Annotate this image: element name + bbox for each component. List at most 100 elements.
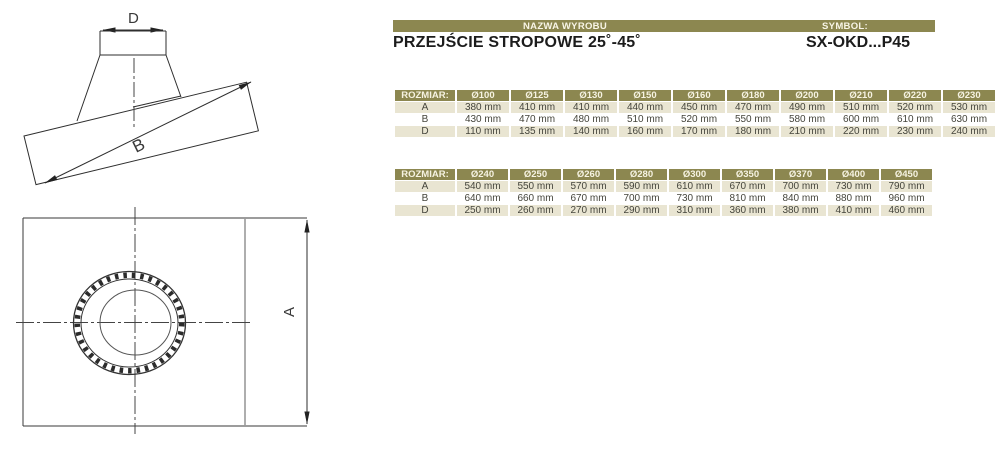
outer-ring-inner-outline (80, 278, 179, 368)
table-column-header: Ø350 (722, 169, 773, 180)
collar-neck (99, 30, 167, 56)
table-column-header: Ø260 (563, 169, 614, 180)
table-column-header: Ø370 (775, 169, 826, 180)
header-name-label: NAZWA WYROBU (523, 21, 607, 32)
dimension-value-cell: 510 mm (835, 102, 887, 113)
dimension-value-cell: 510 mm (619, 114, 671, 125)
dimension-value-cell: 610 mm (889, 114, 941, 125)
pipe-hole-circle (99, 289, 172, 356)
row-label-cell: A (395, 181, 455, 192)
table-column-header: Ø200 (781, 90, 833, 101)
dimension-value-cell: 270 mm (563, 205, 614, 216)
dimension-value-cell: 700 mm (775, 181, 826, 192)
technical-drawing: D B A (16, 10, 310, 434)
table-row: D 250 mm 260 mm 270 mm 290 mm 310 mm 360 mm 380… (395, 205, 932, 216)
dimension-value-cell: 520 mm (673, 114, 725, 125)
dimension-value-cell: 530 mm (943, 102, 995, 113)
dimension-value-cell: 540 mm (457, 181, 508, 192)
header-symbol-label: SYMBOL: (822, 21, 868, 32)
dimension-value-cell: 630 mm (943, 114, 995, 125)
ring-hatching (74, 272, 185, 374)
dimension-value-cell: 230 mm (889, 126, 941, 137)
dimension-value-cell: 210 mm (781, 126, 833, 137)
dimension-value-cell: 440 mm (619, 102, 671, 113)
dimension-value-cell: 380 mm (775, 205, 826, 216)
dimension-value-cell: 670 mm (563, 193, 614, 204)
dimension-value-cell: 135 mm (511, 126, 563, 137)
table-column-header: Ø450 (881, 169, 932, 180)
dimension-value-cell: 550 mm (510, 181, 561, 192)
dim-label-D: D (128, 10, 139, 27)
dimension-value-cell: 700 mm (616, 193, 667, 204)
top-view-drawing (16, 207, 310, 434)
dimension-value-cell: 180 mm (727, 126, 779, 137)
table-column-header: Ø250 (510, 169, 561, 180)
row-label-cell: B (395, 114, 455, 125)
table-row-header-label: ROZMIAR: (395, 169, 455, 180)
dimension-value-cell: 410 mm (511, 102, 563, 113)
dimension-value-cell: 470 mm (511, 114, 563, 125)
dimension-value-cell: 570 mm (563, 181, 614, 192)
table-row: B 430 mm 470 mm 480 mm 510 mm 520 mm 550 mm 580… (395, 114, 995, 125)
dimension-value-cell: 880 mm (828, 193, 879, 204)
dimension-value-cell: 960 mm (881, 193, 932, 204)
dimension-value-cell: 140 mm (565, 126, 617, 137)
product-name: PRZEJŚCIE STROPOWE 25˚-45˚ (393, 34, 641, 51)
table-column-header: Ø100 (457, 90, 509, 101)
dimension-value-cell: 110 mm (457, 126, 509, 137)
dimension-value-cell: 170 mm (673, 126, 725, 137)
dimension-value-cell: 670 mm (722, 181, 773, 192)
dimension-table-2: ROZMIAR: Ø240 Ø250 Ø260 Ø280 Ø300 Ø350 Ø370 Ø400… (393, 168, 934, 217)
table-column-header: Ø210 (835, 90, 887, 101)
table-column-header: Ø130 (565, 90, 617, 101)
row-label-cell: D (395, 126, 455, 137)
table-column-header: Ø150 (619, 90, 671, 101)
dimension-value-cell: 610 mm (669, 181, 720, 192)
table-column-header: Ø125 (511, 90, 563, 101)
table-column-header: Ø400 (828, 169, 879, 180)
dimension-value-cell: 590 mm (616, 181, 667, 192)
table-row: A 540 mm 550 mm 570 mm 590 mm 610 mm 670 mm 700… (395, 181, 932, 192)
dimension-value-cell: 160 mm (619, 126, 671, 137)
dimension-value-cell: 810 mm (722, 193, 773, 204)
dimension-line-B (44, 81, 252, 184)
dimension-value-cell: 490 mm (781, 102, 833, 113)
side-view-drawing (23, 27, 260, 186)
table-column-header: Ø300 (669, 169, 720, 180)
table-row: D 110 mm 135 mm 140 mm 160 mm 170 mm 180 mm 210… (395, 126, 995, 137)
outer-ring-outline (72, 270, 187, 376)
table-column-header: Ø280 (616, 169, 667, 180)
product-symbol: SX-OKD...P45 (806, 34, 911, 51)
dimension-value-cell: 260 mm (510, 205, 561, 216)
dimension-value-cell: 250 mm (457, 205, 508, 216)
table-row-header-label: ROZMIAR: (395, 90, 455, 101)
table-column-header: Ø180 (727, 90, 779, 101)
row-label-cell: B (395, 193, 455, 204)
dimension-value-cell: 730 mm (669, 193, 720, 204)
dimension-value-cell: 410 mm (828, 205, 879, 216)
row-label-cell: D (395, 205, 455, 216)
dimension-value-cell: 840 mm (775, 193, 826, 204)
table-row: B 640 mm 660 mm 670 mm 700 mm 730 mm 810 mm 840… (395, 193, 932, 204)
dimension-value-cell: 410 mm (565, 102, 617, 113)
angled-plate (23, 81, 260, 186)
dimension-value-cell: 470 mm (727, 102, 779, 113)
header-bar: NAZWA WYROBU SYMBOL: (393, 20, 935, 32)
table-row: A 380 mm 410 mm 410 mm 440 mm 450 mm 470 mm 490… (395, 102, 995, 113)
table-column-header: Ø160 (673, 90, 725, 101)
dimension-value-cell: 360 mm (722, 205, 773, 216)
row-label-cell: A (395, 102, 455, 113)
dimension-value-cell: 380 mm (457, 102, 509, 113)
dimension-value-cell: 660 mm (510, 193, 561, 204)
table-column-header: Ø230 (943, 90, 995, 101)
dimension-value-cell: 460 mm (881, 205, 932, 216)
dimension-table-1: ROZMIAR: Ø100 Ø125 Ø130 Ø150 Ø160 Ø180 Ø200 Ø210… (393, 89, 997, 138)
dimension-value-cell: 290 mm (616, 205, 667, 216)
dimension-value-cell: 730 mm (828, 181, 879, 192)
dimension-value-cell: 220 mm (835, 126, 887, 137)
dimension-value-cell: 640 mm (457, 193, 508, 204)
dimension-value-cell: 550 mm (727, 114, 779, 125)
dimension-value-cell: 450 mm (673, 102, 725, 113)
dimension-value-cell: 790 mm (881, 181, 932, 192)
